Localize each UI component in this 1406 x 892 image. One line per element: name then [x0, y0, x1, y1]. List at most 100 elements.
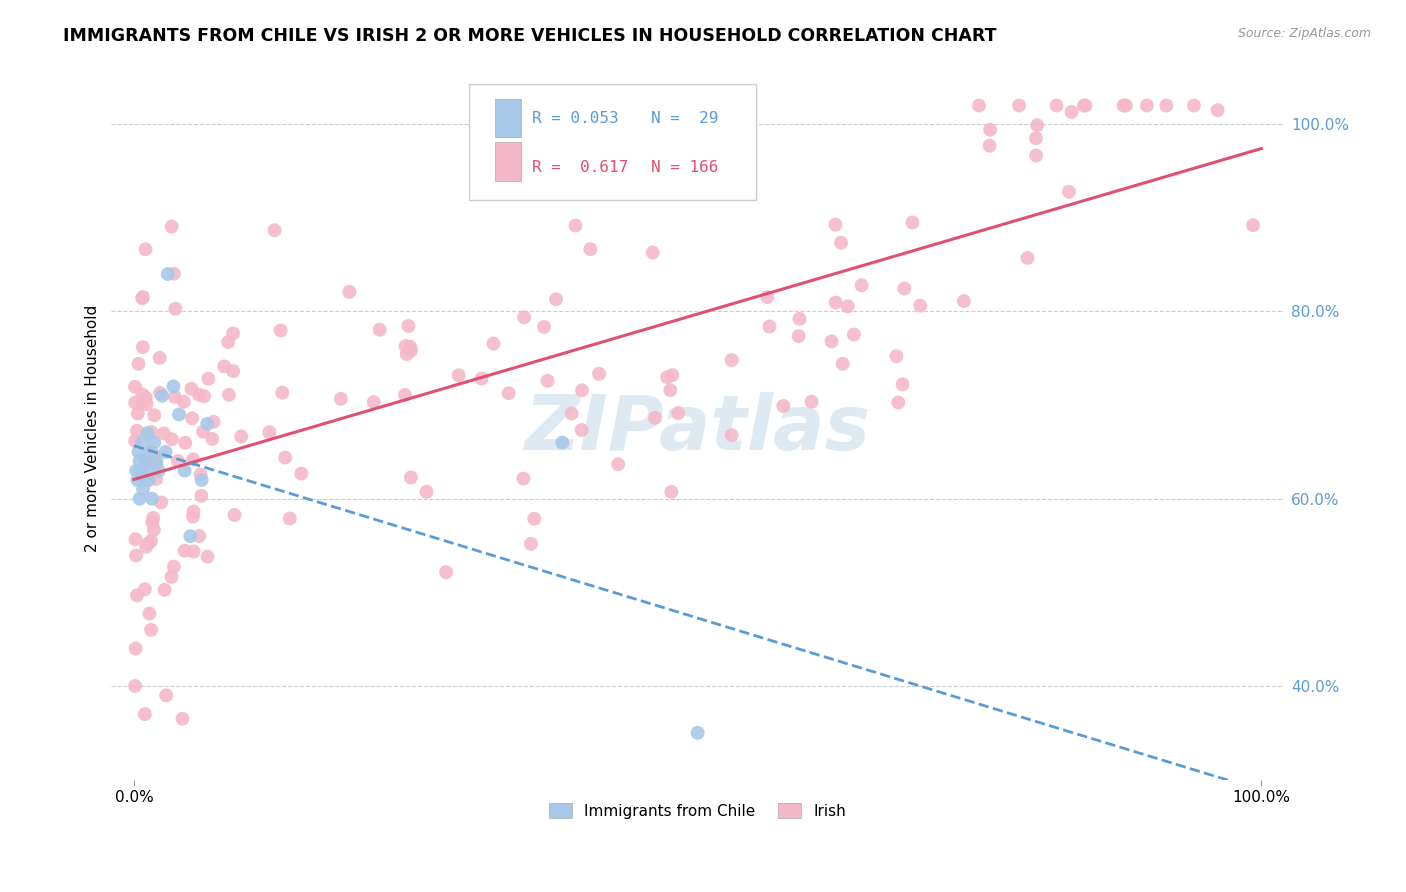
- Point: [891, 377, 914, 392]
- Point: [1182, 98, 1205, 112]
- Point: [1060, 104, 1083, 119]
- Point: [399, 470, 422, 484]
- Point: [131, 387, 153, 401]
- Point: [197, 549, 219, 564]
- Point: [544, 293, 567, 307]
- Point: [641, 245, 664, 260]
- Point: [661, 484, 683, 499]
- Point: [537, 374, 560, 388]
- Point: [214, 359, 236, 374]
- Point: [720, 353, 742, 368]
- Point: [588, 367, 610, 381]
- Legend: Immigrants from Chile, Irish: Immigrants from Chile, Irish: [543, 797, 852, 824]
- Point: [132, 395, 155, 409]
- Point: [337, 285, 360, 299]
- Point: [134, 582, 156, 597]
- Point: [172, 712, 194, 726]
- FancyBboxPatch shape: [470, 85, 756, 201]
- Point: [183, 544, 205, 558]
- Point: [128, 491, 150, 506]
- Point: [886, 349, 908, 363]
- Point: [134, 707, 156, 722]
- Point: [368, 323, 391, 337]
- Point: [136, 426, 159, 441]
- Point: [148, 464, 170, 478]
- Point: [395, 347, 418, 361]
- Point: [224, 508, 246, 522]
- Point: [263, 223, 285, 237]
- Point: [399, 343, 422, 358]
- FancyBboxPatch shape: [495, 98, 520, 137]
- Point: [1057, 185, 1080, 199]
- Text: Source: ZipAtlas.com: Source: ZipAtlas.com: [1237, 27, 1371, 40]
- Point: [190, 473, 212, 487]
- Point: [482, 336, 505, 351]
- Point: [145, 472, 167, 486]
- Point: [787, 329, 810, 343]
- Text: N =  29: N = 29: [651, 112, 718, 126]
- Point: [134, 242, 156, 256]
- Point: [363, 395, 385, 409]
- Point: [163, 390, 186, 404]
- Point: [153, 582, 176, 597]
- Point: [150, 495, 173, 509]
- Point: [135, 464, 157, 478]
- Point: [163, 267, 186, 281]
- Point: [127, 445, 149, 459]
- Point: [160, 219, 183, 234]
- Point: [125, 464, 148, 478]
- Point: [271, 385, 294, 400]
- Point: [222, 326, 245, 341]
- Point: [179, 529, 201, 543]
- Point: [720, 428, 742, 442]
- Point: [830, 235, 852, 250]
- Point: [399, 340, 422, 354]
- Point: [278, 511, 301, 525]
- Point: [415, 484, 437, 499]
- Point: [127, 357, 149, 371]
- Text: ZIPatlas: ZIPatlas: [524, 392, 870, 466]
- Point: [564, 219, 586, 233]
- Point: [571, 423, 593, 437]
- Point: [149, 385, 172, 400]
- Point: [139, 534, 162, 549]
- Point: [141, 425, 163, 439]
- Point: [138, 455, 160, 469]
- Point: [124, 641, 146, 656]
- Point: [174, 435, 197, 450]
- Point: [180, 382, 202, 396]
- Point: [394, 339, 416, 353]
- Point: [657, 370, 679, 384]
- Point: [661, 368, 683, 383]
- Point: [533, 320, 555, 334]
- Point: [571, 384, 593, 398]
- Point: [190, 467, 212, 482]
- Point: [756, 290, 779, 304]
- Point: [195, 417, 218, 431]
- Point: [145, 454, 167, 468]
- Point: [141, 516, 163, 530]
- Point: [127, 473, 149, 487]
- Point: [666, 406, 689, 420]
- Point: [329, 392, 352, 406]
- Point: [125, 588, 148, 602]
- Point: [831, 357, 853, 371]
- Point: [1026, 118, 1049, 132]
- Point: [1136, 98, 1159, 112]
- Point: [1156, 98, 1178, 112]
- Point: [523, 512, 546, 526]
- Point: [887, 395, 910, 409]
- Point: [979, 122, 1001, 136]
- Point: [181, 411, 204, 425]
- Point: [217, 335, 239, 350]
- Point: [498, 386, 520, 401]
- Point: [800, 394, 823, 409]
- Point: [520, 537, 543, 551]
- Point: [124, 380, 146, 394]
- Point: [135, 540, 157, 554]
- FancyBboxPatch shape: [495, 142, 520, 181]
- Point: [1241, 218, 1264, 232]
- Point: [160, 570, 183, 584]
- Point: [127, 407, 149, 421]
- Point: [173, 394, 195, 409]
